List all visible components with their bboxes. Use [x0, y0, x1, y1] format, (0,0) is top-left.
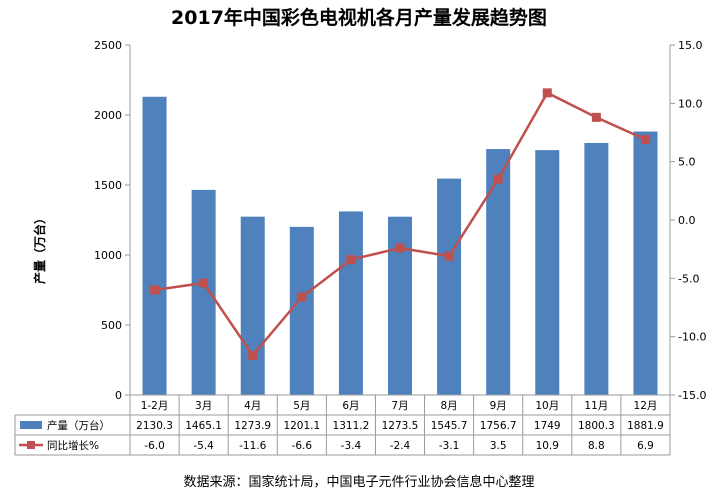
category-label: 6月 [342, 400, 359, 412]
category-label: 5月 [293, 400, 310, 412]
right-tick-label: 0.0 [678, 214, 696, 227]
category-label: 11月 [584, 400, 608, 412]
left-tick-label: 1000 [94, 249, 122, 262]
line-marker [248, 350, 258, 360]
bar-value-cell: 1273.5 [382, 420, 419, 432]
source-note: 数据来源：国家统计局，中国电子元件行业协会信息中心整理 [183, 474, 534, 490]
growth-value-cell: 3.5 [490, 440, 507, 452]
category-label: 10月 [535, 400, 559, 412]
legend-label: 同比增长% [47, 439, 99, 452]
legend-key-marker [27, 441, 35, 449]
legend-label: 产量（万台） [47, 419, 110, 432]
line-marker [493, 174, 503, 184]
left-tick-label: 1500 [94, 179, 122, 192]
category-label: 1-2月 [141, 400, 169, 412]
bar [240, 216, 265, 395]
category-label: 8月 [440, 400, 457, 412]
line-marker [640, 135, 650, 144]
bar [388, 216, 412, 395]
growth-value-cell: -6.0 [144, 440, 165, 452]
category-label: 12月 [634, 400, 658, 412]
left-tick-label: 2000 [94, 109, 122, 122]
bar-value-cell: 1800.3 [578, 420, 615, 432]
bar-series [142, 96, 658, 396]
growth-value-cell: -3.1 [439, 440, 460, 452]
right-tick-label: 10.0 [678, 97, 703, 110]
bar [142, 96, 167, 396]
chart-title: 2017年中国彩色电视机各月产量发展趋势图 [171, 6, 547, 29]
legend-key-bar [20, 421, 42, 429]
line-marker [444, 251, 454, 261]
axes: 0 500 1000 1500 2000 2500 -15.0 -10.0 -5.0 0.0 5.0… [94, 39, 706, 402]
growth-value-cell: -11.6 [239, 440, 266, 452]
bar [191, 189, 216, 395]
line-marker [591, 112, 601, 122]
right-tick-label: 15.0 [678, 39, 703, 52]
bar-value-cell: 1465.1 [185, 420, 222, 432]
bar-value-cell: 1201.1 [283, 420, 320, 432]
line-marker [395, 243, 405, 253]
y-axis-label: 产量（万台） [32, 212, 47, 284]
line-marker [199, 278, 209, 288]
growth-value-cell: -5.4 [193, 440, 214, 452]
line-marker [542, 88, 552, 98]
category-label: 3月 [195, 400, 212, 412]
growth-value-cell: -2.4 [390, 440, 411, 452]
line-marker [150, 285, 160, 295]
right-tick-label: 5.0 [678, 156, 696, 169]
bar-value-cell: 1545.7 [431, 420, 468, 432]
growth-value-cell: -6.6 [292, 440, 313, 452]
growth-value-cell: -3.4 [341, 440, 362, 452]
bar-value-cell: 1749 [534, 420, 561, 432]
growth-value-cell: 8.8 [588, 440, 605, 452]
bar-value-cell: 1273.9 [234, 420, 271, 432]
right-tick-label: -15.0 [678, 389, 706, 402]
bar-value-cell: 1756.7 [480, 420, 517, 432]
line-series [150, 88, 650, 360]
bar-value-cell: 2130.3 [136, 420, 173, 432]
bar [584, 142, 609, 395]
bar [338, 211, 363, 395]
growth-value-cell: 6.9 [637, 440, 654, 452]
left-tick-label: 0 [115, 389, 122, 402]
bar-value-cell: 1881.9 [627, 420, 664, 432]
bar [535, 150, 560, 395]
left-tick-label: 2500 [94, 39, 122, 52]
category-label: 7月 [391, 400, 408, 412]
bar [486, 149, 511, 395]
bar [633, 131, 658, 395]
growth-value-cell: 10.9 [536, 440, 559, 452]
line-marker [346, 255, 356, 265]
category-label: 4月 [244, 400, 261, 412]
category-label: 9月 [490, 400, 507, 412]
line-marker [297, 292, 307, 302]
bar-value-cell: 1311.2 [333, 420, 370, 432]
right-tick-label: -10.0 [678, 331, 706, 344]
left-tick-label: 500 [101, 319, 122, 332]
right-tick-label: -5.0 [678, 272, 699, 285]
bar [289, 226, 314, 395]
bar [437, 178, 462, 395]
